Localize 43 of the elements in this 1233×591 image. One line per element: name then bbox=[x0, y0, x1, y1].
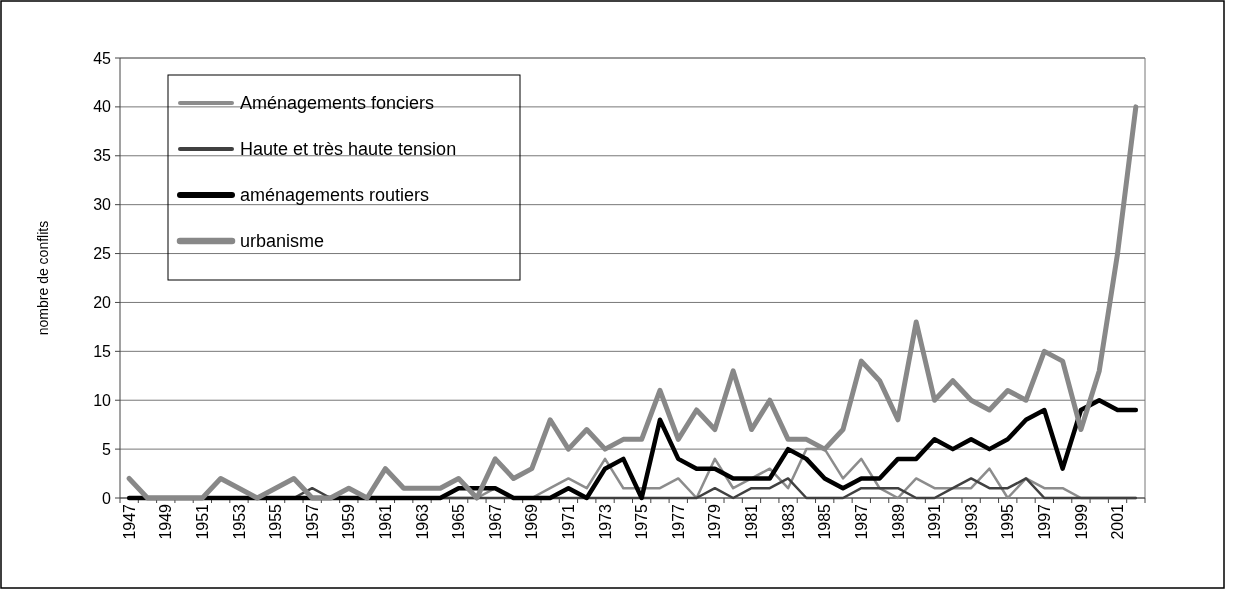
y-tick-label: 0 bbox=[102, 489, 112, 507]
x-tick-label: 1995 bbox=[999, 503, 1017, 540]
x-tick-label: 1949 bbox=[157, 503, 175, 540]
x-tick-label: 1955 bbox=[267, 503, 285, 540]
x-tick-label: 1989 bbox=[889, 503, 907, 540]
legend-label: Haute et très haute tension bbox=[240, 139, 457, 160]
y-tick-label: 30 bbox=[93, 196, 112, 214]
y-tick-label: 45 bbox=[93, 49, 112, 67]
x-tick-label: 1983 bbox=[779, 503, 797, 540]
x-tick-label: 1973 bbox=[596, 503, 614, 540]
y-tick-label: 10 bbox=[93, 391, 112, 409]
x-tick-label: 1967 bbox=[486, 503, 504, 540]
x-tick-label: 1951 bbox=[193, 503, 211, 540]
x-tick-label: 1971 bbox=[560, 503, 578, 540]
x-tick-label: 1975 bbox=[633, 503, 651, 540]
x-tick-label: 1981 bbox=[743, 503, 761, 540]
x-tick-label: 1965 bbox=[450, 503, 468, 540]
legend-label: urbanisme bbox=[240, 231, 325, 252]
x-tick-label: 1985 bbox=[816, 503, 834, 540]
y-axis-title: nombre de conflits bbox=[35, 220, 51, 336]
y-tick-label: 5 bbox=[102, 440, 112, 458]
x-tick-label: 1953 bbox=[230, 503, 248, 540]
x-tick-label: 1959 bbox=[340, 503, 358, 540]
legend-label: aménagements routiers bbox=[240, 185, 430, 206]
x-tick-label: 2001 bbox=[1109, 503, 1127, 540]
x-tick-label: 1987 bbox=[852, 503, 870, 540]
x-tick-label: 1993 bbox=[962, 503, 980, 540]
x-tick-label: 1957 bbox=[303, 503, 321, 540]
x-tick-label: 1997 bbox=[1035, 503, 1053, 540]
y-tick-label: 20 bbox=[93, 294, 112, 312]
x-tick-label: 1961 bbox=[377, 503, 394, 540]
x-tick-label: 1969 bbox=[523, 503, 541, 540]
x-tick-label: 1991 bbox=[926, 503, 944, 540]
legend-label: Aménagements fonciers bbox=[240, 93, 435, 114]
y-tick-label: 15 bbox=[93, 342, 112, 360]
x-tick-label: 1947 bbox=[120, 503, 138, 540]
x-tick-label: 1979 bbox=[706, 503, 724, 540]
x-tick-label: 1963 bbox=[413, 503, 431, 540]
y-tick-label: 25 bbox=[93, 245, 112, 263]
x-tick-label: 1977 bbox=[669, 503, 687, 540]
y-tick-label: 35 bbox=[93, 147, 112, 165]
x-tick-label: 1999 bbox=[1072, 503, 1090, 540]
y-tick-label: 40 bbox=[93, 98, 112, 116]
